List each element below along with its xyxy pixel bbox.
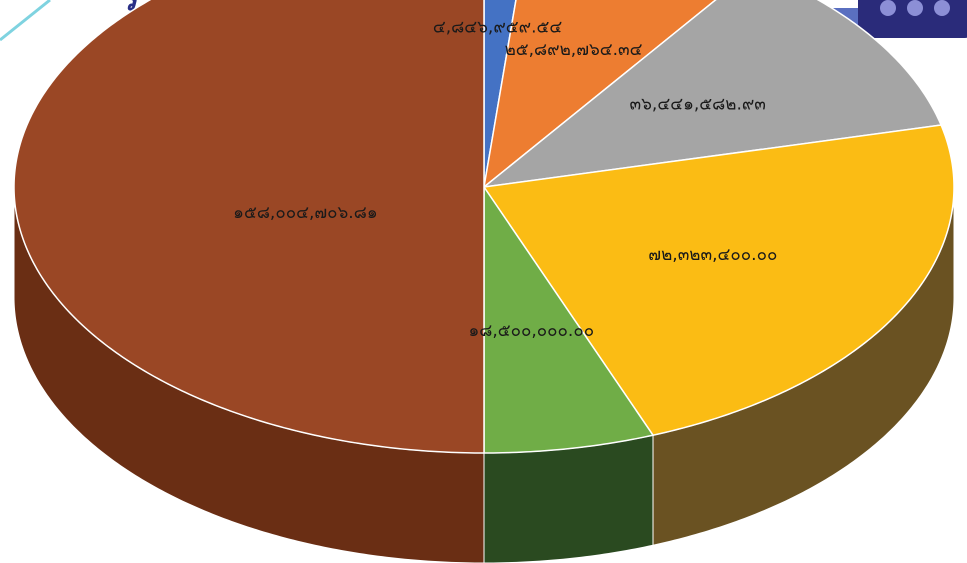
data-label: ๑๕๘,๐๐๔,๗๐๖.๘๑	[233, 203, 377, 223]
chart: รายรับ ๔,๘๔๖,๙๕๙.๕๔๒๕,๘๙๒,๗๖๔.๓๔๓๖,๔๔๑,๕…	[0, 0, 967, 563]
data-label: ๓๖,๔๔๑,๕๘๒.๙๓	[630, 95, 766, 115]
data-label: ๗๒,๓๒๓,๔๐๐.๐๐	[648, 245, 777, 265]
data-label: ๔,๘๔๖,๙๕๙.๕๔	[433, 18, 562, 38]
slice-side	[484, 435, 653, 563]
data-label: ๑๘,๕๐๐,๐๐๐.๐๐	[468, 321, 594, 341]
data-label: ๒๕,๘๙๒,๗๖๔.๓๔	[505, 40, 643, 60]
